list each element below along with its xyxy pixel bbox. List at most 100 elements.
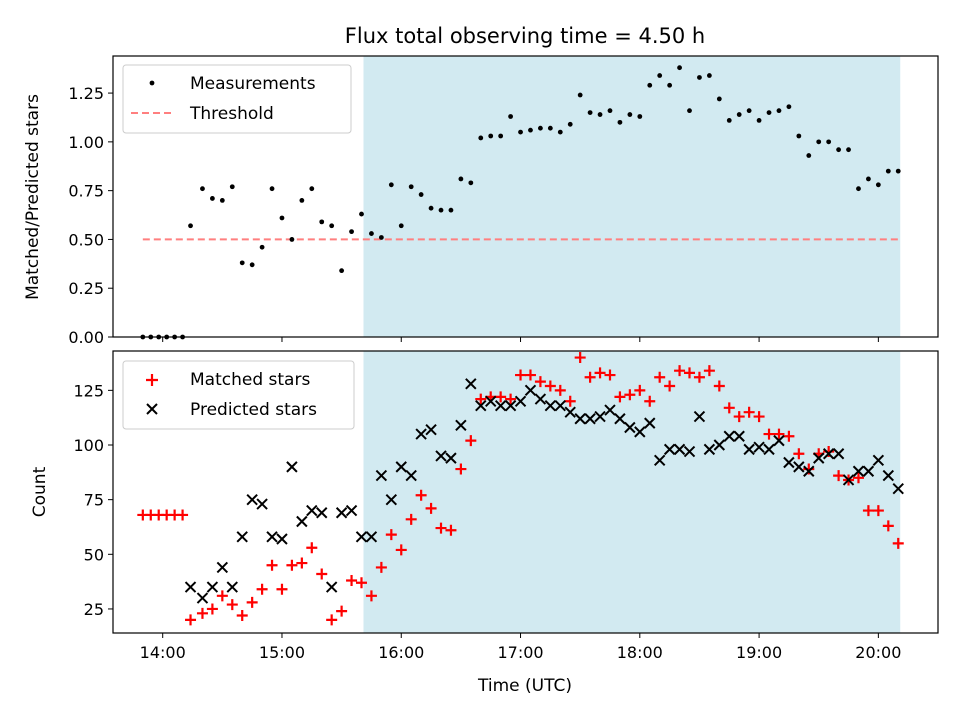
matched-point — [405, 513, 417, 525]
predicted-point — [455, 419, 467, 432]
legend-predicted-label: Predicted stars — [190, 400, 317, 420]
matched-point — [216, 590, 228, 602]
matched-point — [614, 391, 626, 403]
matched-point — [256, 583, 268, 595]
matched-point — [266, 559, 278, 571]
matched-point — [574, 352, 586, 364]
matched-point — [584, 371, 596, 383]
predicted-point — [693, 410, 706, 423]
predicted-point — [584, 413, 596, 425]
y-tick-label: 0.75 — [68, 182, 104, 201]
measurement-point — [319, 219, 325, 225]
predicted-point — [286, 461, 298, 473]
predicted-point — [514, 395, 527, 407]
predicted-point — [803, 465, 815, 477]
legend-measurements-marker — [149, 80, 155, 86]
predicted-point — [604, 404, 616, 416]
matched-point — [524, 369, 536, 381]
measurement-point — [329, 223, 335, 229]
bottom-legend: Matched stars Predicted stars — [122, 360, 355, 430]
measurement-point — [726, 117, 732, 123]
predicted-point — [524, 384, 537, 397]
predicted-point — [793, 461, 805, 473]
matched-point — [445, 524, 457, 536]
legend-threshold-label: Threshold — [189, 104, 274, 124]
measurement-point — [269, 186, 275, 192]
predicted-point — [614, 413, 626, 425]
predicted-point — [216, 561, 229, 574]
predicted-point — [246, 493, 258, 506]
predicted-point — [405, 469, 417, 482]
x-tick-label: 14:00 — [140, 643, 186, 662]
matched-point — [326, 614, 338, 626]
y-tick-label: 50 — [84, 545, 104, 564]
predicted-point — [822, 448, 835, 460]
measurement-point — [229, 184, 235, 190]
predicted-point — [723, 430, 735, 442]
matched-point — [336, 605, 348, 617]
measurement-point — [786, 104, 792, 110]
measurement-point — [766, 110, 772, 115]
predicted-point — [256, 498, 268, 510]
predicted-point — [852, 465, 865, 477]
measurement-point — [895, 168, 901, 174]
matched-point — [177, 509, 189, 521]
predicted-point — [435, 450, 447, 462]
measurement-point — [378, 235, 384, 240]
measurement-point — [289, 237, 295, 242]
predicted-point — [763, 443, 775, 456]
matched-point — [296, 557, 308, 569]
bottom-y-ticks: 25 50 75 100 125 — [73, 381, 113, 619]
bottom-x-ticks: 14:00 15:00 16:00 17:00 18:00 19:00 20:00 — [140, 633, 901, 662]
matched-point — [803, 463, 815, 475]
predicted-point — [485, 395, 497, 407]
predicted-point — [882, 469, 895, 482]
measurement-point — [239, 260, 245, 266]
predicted-point — [862, 465, 875, 477]
y-tick-label: 100 — [73, 436, 104, 455]
measurement-point — [607, 108, 613, 114]
y-tick-label: 0.50 — [68, 230, 104, 249]
measurement-point — [885, 168, 891, 174]
measurement-points — [140, 65, 901, 340]
top-legend: Measurements Threshold — [122, 64, 352, 134]
x-tick-label: 17:00 — [497, 643, 543, 662]
measurement-point — [647, 82, 653, 88]
measurement-point — [687, 108, 692, 114]
measurement-point — [637, 114, 643, 119]
top-panel: 0.00 0.25 0.50 0.75 1.00 1.25 Matched/Predict… — [23, 55, 939, 347]
measurement-point — [577, 92, 583, 98]
predicted-point — [574, 413, 586, 425]
x-tick-label: 18:00 — [617, 643, 663, 662]
measurement-point — [776, 108, 782, 114]
matched-point — [783, 430, 795, 442]
matched-point — [534, 376, 546, 388]
predicted-point — [892, 483, 904, 495]
measurement-point — [438, 207, 444, 213]
predicted-point — [703, 443, 716, 456]
matched-point — [306, 542, 318, 554]
measurement-point — [697, 75, 702, 80]
measurement-point — [359, 211, 364, 217]
predicted-point — [306, 504, 318, 517]
matched-point — [693, 371, 705, 383]
y-tick-label: 75 — [84, 491, 104, 510]
matched-point — [674, 365, 686, 377]
predicted-point — [773, 434, 785, 447]
matched-point — [226, 599, 238, 611]
measurement-point — [398, 223, 404, 229]
bottom-panel: 25 50 75 100 125 14:00 15:00 16:00 17:00 18:00 19… — [30, 350, 939, 696]
predicted-point — [415, 428, 427, 440]
matched-point — [316, 568, 328, 580]
matched-point — [346, 575, 358, 587]
top-highlight-span — [363, 56, 901, 337]
predicted-point — [375, 469, 388, 482]
predicted-point — [184, 581, 197, 593]
matched-point — [773, 428, 785, 440]
matched-point — [862, 505, 874, 517]
x-tick-label: 16:00 — [378, 643, 424, 662]
matched-point — [365, 590, 377, 602]
predicted-point — [494, 399, 507, 412]
bottom-legend-box — [122, 360, 355, 430]
